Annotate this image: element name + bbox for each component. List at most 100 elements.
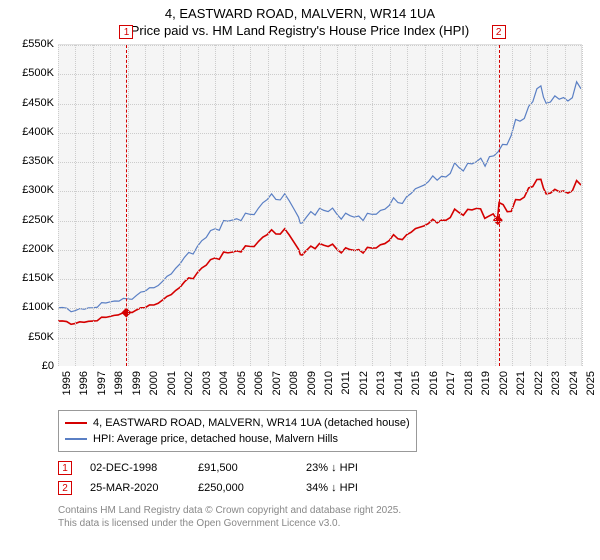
grid-line-v: [442, 45, 443, 366]
grid-line-v: [372, 45, 373, 366]
grid-line-v: [355, 45, 356, 366]
x-tick-label: 2020: [498, 371, 510, 395]
x-tick-label: 2011: [340, 371, 352, 395]
event-marker-box: 2: [492, 25, 506, 39]
x-tick-label: 1998: [113, 371, 125, 395]
annotation-date: 02-DEC-1998: [90, 462, 180, 474]
event-marker-line: [499, 45, 500, 366]
legend-item: HPI: Average price, detached house, Malv…: [65, 431, 410, 447]
x-tick-label: 2001: [166, 371, 178, 395]
grid-line-v: [145, 45, 146, 366]
grid-line-v: [285, 45, 286, 366]
x-tick-label: 2000: [148, 371, 160, 395]
footer: Contains HM Land Registry data © Crown c…: [58, 504, 590, 530]
grid-line-v: [477, 45, 478, 366]
x-tick-label: 2009: [306, 371, 318, 395]
grid-line-v: [268, 45, 269, 366]
grid-line-v: [530, 45, 531, 366]
annotation-date: 25-MAR-2020: [90, 482, 180, 494]
grid-line-v: [303, 45, 304, 366]
grid-line-v: [250, 45, 251, 366]
x-tick-label: 2013: [375, 371, 387, 395]
grid-line-v: [128, 45, 129, 366]
y-tick-label: £550K: [22, 38, 54, 50]
x-tick-label: 2025: [585, 371, 597, 395]
legend-swatch: [65, 438, 87, 440]
annotation-delta: 34% ↓ HPI: [306, 482, 396, 494]
x-tick-label: 1996: [78, 371, 90, 395]
grid-line-v: [337, 45, 338, 366]
x-tick-label: 2005: [236, 371, 248, 395]
y-tick-label: £350K: [22, 155, 54, 167]
y-tick-label: £0: [42, 360, 54, 372]
x-tick-label: 2002: [183, 371, 195, 395]
x-tick-label: 2008: [288, 371, 300, 395]
y-tick-label: £100K: [22, 301, 54, 313]
grid-line-v: [547, 45, 548, 366]
footer-copyright: Contains HM Land Registry data © Crown c…: [58, 504, 590, 517]
annotation-row: 2 25-MAR-2020 £250,000 34% ↓ HPI: [58, 478, 590, 498]
x-tick-label: 2016: [428, 371, 440, 395]
plot-region: 12: [58, 44, 582, 366]
x-tick-label: 2023: [550, 371, 562, 395]
y-tick-label: £300K: [22, 184, 54, 196]
x-tick-label: 1997: [96, 371, 108, 395]
y-tick-label: £200K: [22, 243, 54, 255]
event-marker-box: 1: [119, 25, 133, 39]
x-tick-label: 2019: [480, 371, 492, 395]
grid-line-v: [163, 45, 164, 366]
grid-line-v: [75, 45, 76, 366]
y-axis: £0£50K£100K£150K£200K£250K£300K£350K£400…: [10, 44, 56, 366]
annotation-id-box: 2: [58, 481, 72, 495]
annotation-row: 1 02-DEC-1998 £91,500 23% ↓ HPI: [58, 458, 590, 478]
x-tick-label: 2003: [201, 371, 213, 395]
grid-line-v: [390, 45, 391, 366]
annotation-price: £250,000: [198, 482, 288, 494]
y-tick-label: £450K: [22, 97, 54, 109]
y-tick-label: £500K: [22, 67, 54, 79]
annotation-table: 1 02-DEC-1998 £91,500 23% ↓ HPI 2 25-MAR-2020…: [58, 458, 590, 498]
x-tick-label: 2021: [515, 371, 527, 395]
grid-line-v: [110, 45, 111, 366]
annotation-price: £91,500: [198, 462, 288, 474]
grid-line-v: [565, 45, 566, 366]
x-tick-label: 2006: [253, 371, 265, 395]
x-tick-label: 2022: [533, 371, 545, 395]
y-tick-label: £250K: [22, 214, 54, 226]
grid-line-v: [407, 45, 408, 366]
x-tick-label: 1995: [61, 371, 73, 395]
x-tick-label: 2024: [568, 371, 580, 395]
legend-item: 4, EASTWARD ROAD, MALVERN, WR14 1UA (det…: [65, 415, 410, 431]
x-tick-label: 2007: [271, 371, 283, 395]
x-tick-label: 2010: [323, 371, 335, 395]
grid-line-v: [180, 45, 181, 366]
event-marker-line: [126, 45, 127, 366]
x-tick-label: 2004: [218, 371, 230, 395]
grid-line-v: [215, 45, 216, 366]
grid-line-v: [198, 45, 199, 366]
x-tick-label: 2018: [463, 371, 475, 395]
title-address: 4, EASTWARD ROAD, MALVERN, WR14 1UA: [10, 6, 590, 21]
grid-line-v: [512, 45, 513, 366]
x-tick-label: 2017: [445, 371, 457, 395]
x-axis: 1995199619971998199920002001200220032004…: [58, 368, 582, 408]
x-tick-label: 2014: [393, 371, 405, 395]
y-tick-label: £50K: [28, 331, 54, 343]
grid-line-v: [425, 45, 426, 366]
title-block: 4, EASTWARD ROAD, MALVERN, WR14 1UA Pric…: [0, 0, 600, 40]
chart-container: 4, EASTWARD ROAD, MALVERN, WR14 1UA Pric…: [0, 0, 600, 560]
y-tick-label: £150K: [22, 272, 54, 284]
footer-license: This data is licensed under the Open Gov…: [58, 517, 590, 530]
legend: 4, EASTWARD ROAD, MALVERN, WR14 1UA (det…: [58, 410, 417, 452]
grid-line-v: [495, 45, 496, 366]
annotation-delta: 23% ↓ HPI: [306, 462, 396, 474]
legend-label: 4, EASTWARD ROAD, MALVERN, WR14 1UA (det…: [93, 417, 410, 429]
legend-label: HPI: Average price, detached house, Malv…: [93, 433, 338, 445]
annotation-id-box: 1: [58, 461, 72, 475]
legend-swatch: [65, 422, 87, 424]
y-tick-label: £400K: [22, 126, 54, 138]
x-tick-label: 2012: [358, 371, 370, 395]
grid-line-v: [320, 45, 321, 366]
grid-line-v: [58, 45, 59, 366]
grid-line-v: [460, 45, 461, 366]
